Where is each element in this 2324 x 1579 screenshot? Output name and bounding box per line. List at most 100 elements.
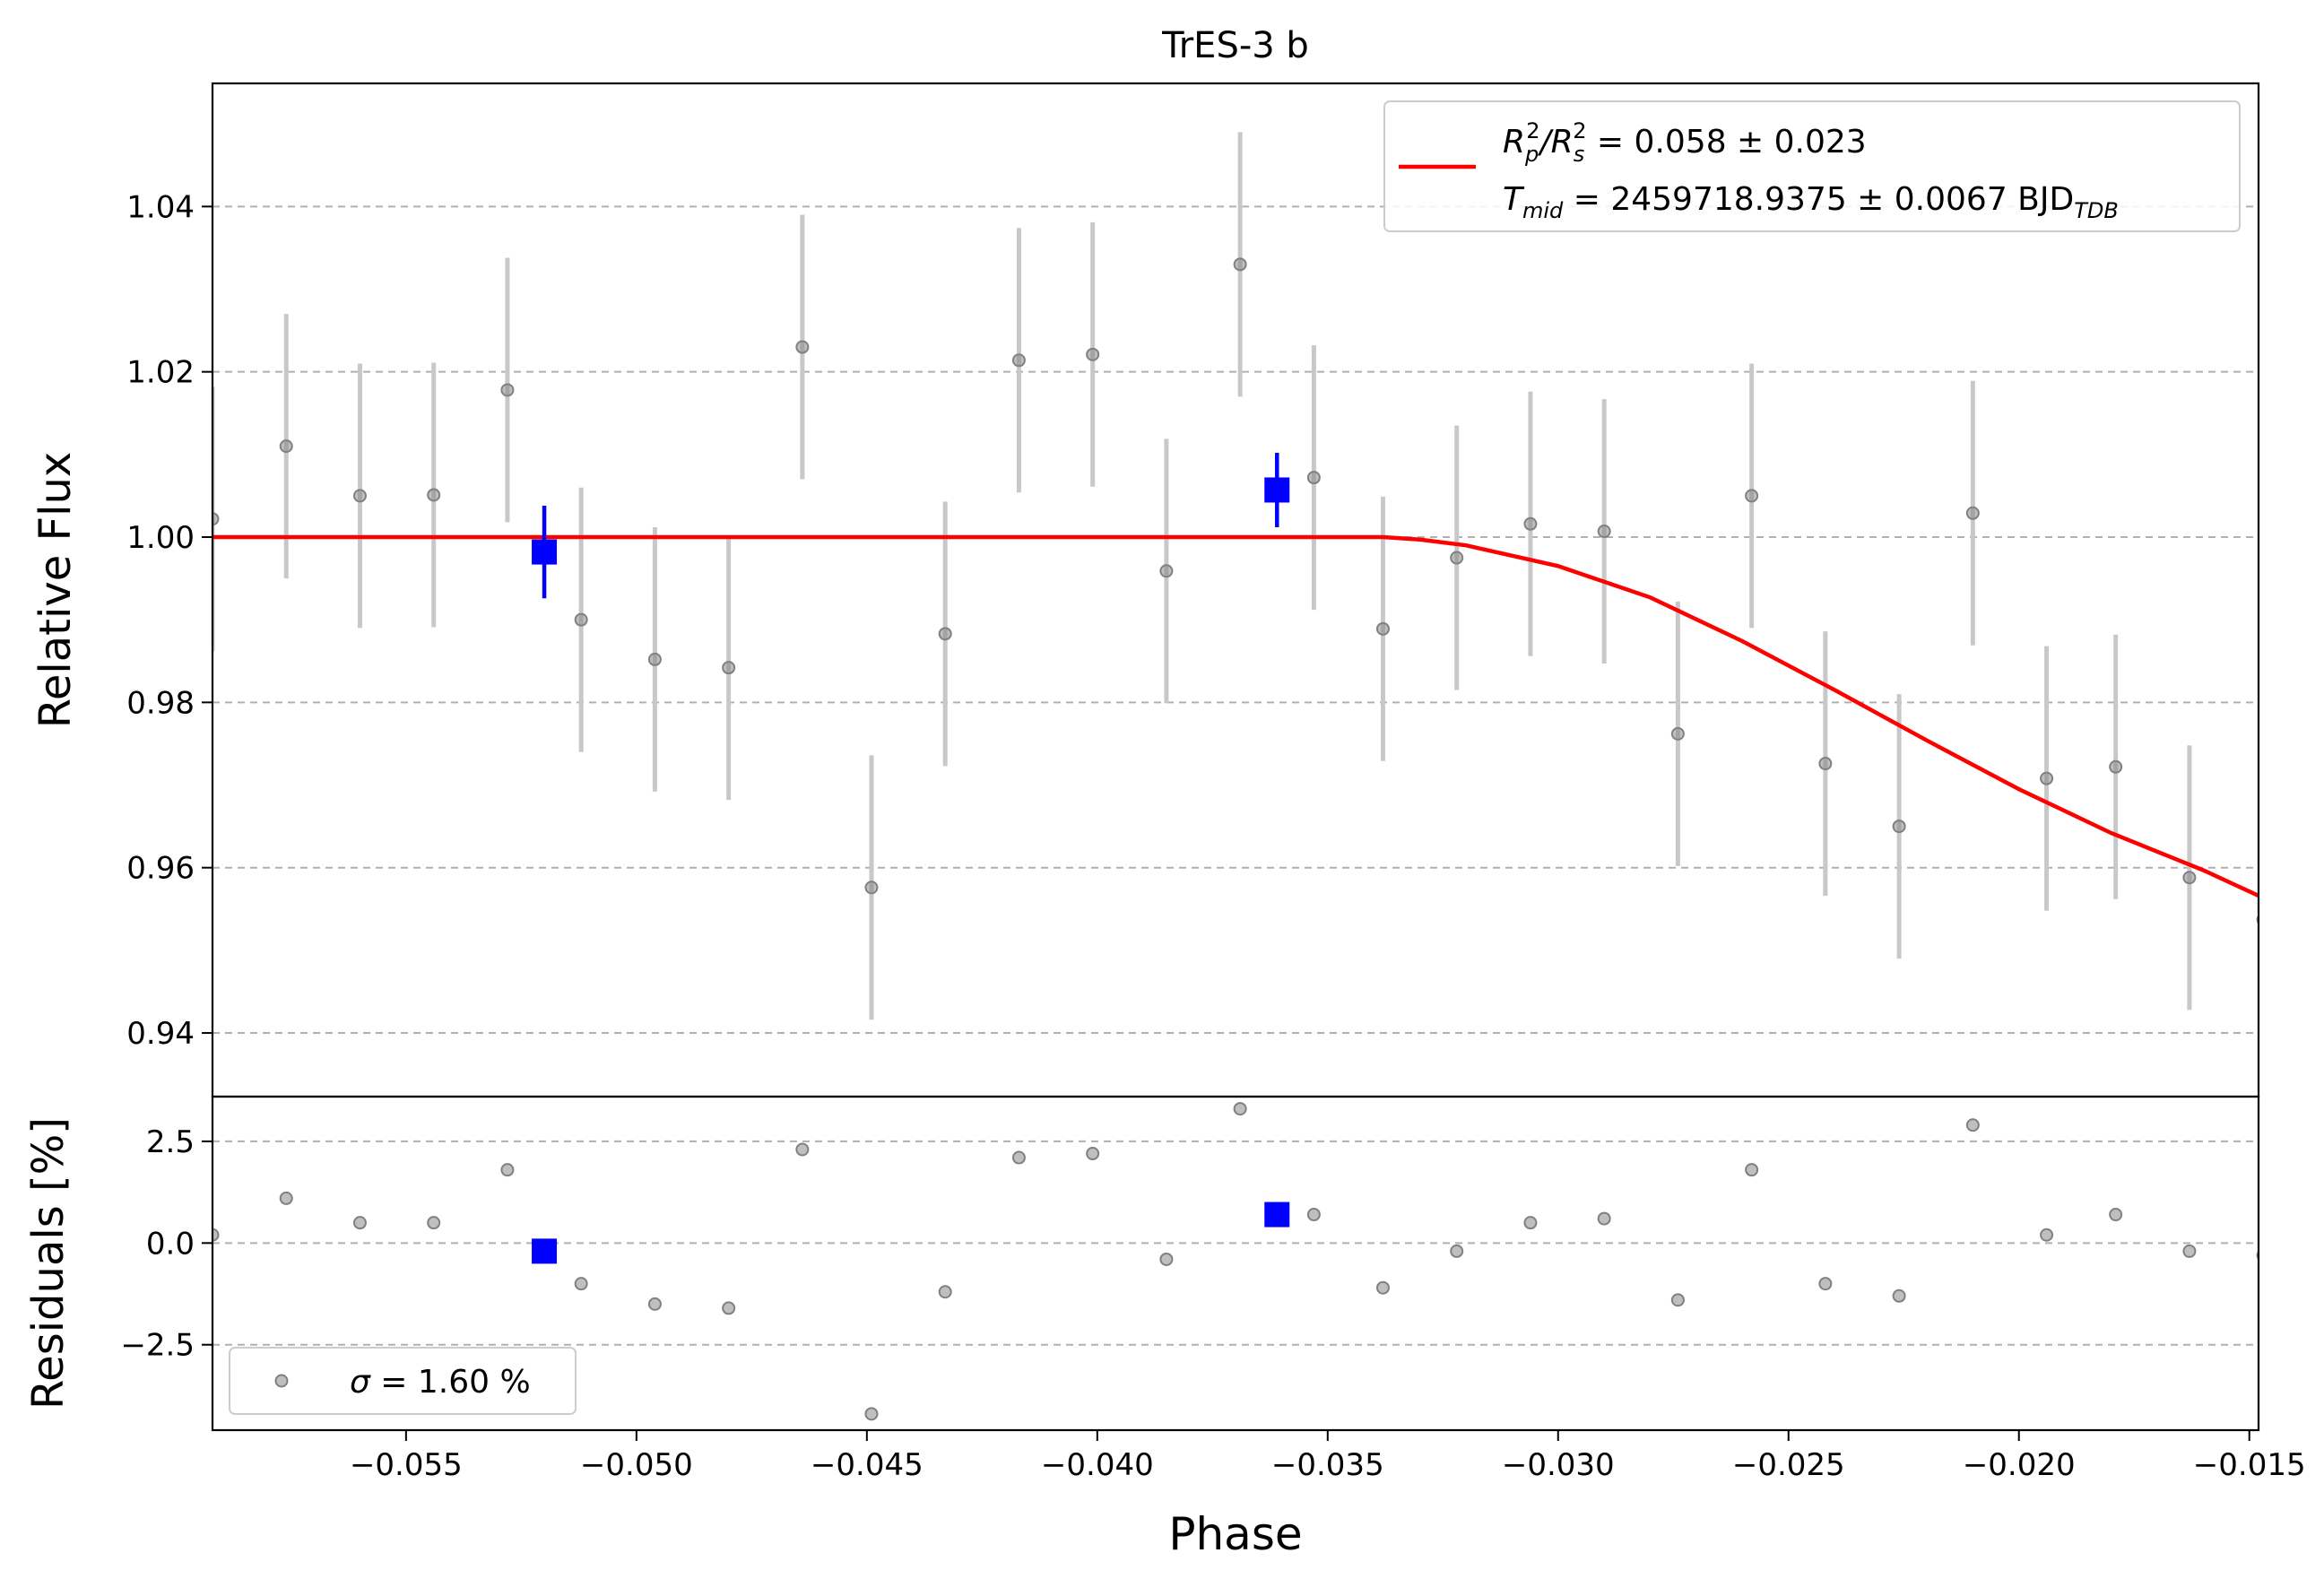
x-tick-label: −0.040: [1041, 1447, 1154, 1483]
bottom-y-tick-label: 0.0: [146, 1226, 195, 1262]
data-point: [722, 661, 736, 675]
data-point: [1818, 757, 1833, 771]
x-axis-ticks: −0.055 −0.050 −0.045 −0.040 −0.035 −0.030 −0.0…: [350, 1430, 2306, 1483]
residual-point: [500, 1163, 515, 1177]
data-point: [1597, 525, 1611, 539]
data-point: [1965, 506, 1980, 520]
residual-point: [427, 1216, 441, 1230]
legend-tmid: Tmid = 2459718.9375 ± 0.0067 BJDTDB: [1503, 181, 2119, 223]
binned-point: [1264, 477, 1290, 503]
bottom-legend-box: [229, 1347, 577, 1415]
data-point: [2182, 871, 2197, 885]
legend-sigma: σ = 1.60 %: [350, 1364, 531, 1401]
residual-point: [864, 1407, 879, 1421]
data-point: [1159, 564, 1174, 578]
x-tick-label: −0.025: [1732, 1447, 1845, 1483]
x-tick-label: −0.030: [1502, 1447, 1615, 1483]
bottom-y-tick-label: 2.5: [146, 1124, 195, 1160]
x-tick-label: −0.055: [350, 1447, 463, 1483]
top-panel: 0.94 0.96 0.98 1.00 1.02 1.04 Relative Flux R…: [30, 82, 2260, 1098]
residual-point: [795, 1142, 810, 1157]
residual-point: [279, 1191, 293, 1205]
data-point: [352, 489, 367, 503]
data-point: [212, 512, 220, 526]
data-point: [1450, 551, 1464, 565]
data-point: [1745, 489, 1759, 503]
residual-point: [1011, 1150, 1026, 1165]
bottom-legend-marker: [274, 1374, 289, 1388]
model-line: [212, 534, 2259, 898]
bottom-binned-points: [532, 1202, 1290, 1264]
top-y-tick-label: 1.02: [126, 355, 195, 391]
residual-point: [1450, 1244, 1464, 1258]
top-y-tick-label: 0.96: [126, 851, 195, 887]
residual-point: [1159, 1252, 1174, 1266]
data-point: [427, 488, 441, 502]
data-point: [1233, 257, 1247, 272]
residual-point: [1818, 1277, 1833, 1291]
residual-point: [1892, 1288, 1906, 1303]
residual-point: [1523, 1216, 1538, 1230]
binned-residual-point: [1264, 1202, 1290, 1228]
data-point: [938, 627, 952, 641]
residual-point: [647, 1297, 662, 1311]
top-data-points: [212, 257, 2259, 925]
residual-point: [352, 1216, 367, 1230]
residual-point: [2109, 1208, 2123, 1222]
x-tick-label: −0.020: [1963, 1447, 2076, 1483]
residual-point: [1965, 1118, 1980, 1132]
residual-point: [2182, 1244, 2197, 1258]
bottom-legend: σ = 1.60 %: [229, 1347, 577, 1415]
top-y-tick-label: 1.00: [126, 520, 195, 556]
top-grid: [212, 205, 2259, 1035]
data-point: [279, 439, 293, 454]
residual-point: [574, 1277, 588, 1291]
x-tick-label: −0.015: [2193, 1447, 2306, 1483]
binned-point: [532, 539, 558, 565]
data-point: [2040, 771, 2054, 785]
data-point: [1892, 820, 1906, 834]
top-y-tick-label: 0.94: [126, 1016, 195, 1052]
x-axis-label: Phase: [1168, 1508, 1302, 1560]
chart-title: TrES-3 b: [1161, 25, 1309, 66]
residual-point: [1670, 1293, 1685, 1307]
bottom-y-axis-label: Residuals [%]: [23, 1117, 74, 1410]
residual-point: [1745, 1163, 1759, 1177]
data-point: [1011, 353, 1026, 368]
bottom-data-points: [212, 1102, 2259, 1421]
data-point: [864, 881, 879, 895]
top-legend: Rp2/Rs2 = 0.058 ± 0.023 Tmid = 2459718.9…: [1383, 100, 2241, 232]
x-tick-label: −0.050: [580, 1447, 693, 1483]
data-point: [1086, 347, 1100, 361]
top-y-tick-label: 0.98: [126, 685, 195, 721]
legend-rp-rs: Rp2/Rs2 = 0.058 ± 0.023: [1503, 118, 1867, 167]
data-point: [574, 612, 588, 627]
data-point: [795, 340, 810, 354]
residual-point: [1306, 1208, 1321, 1222]
data-point: [500, 383, 515, 397]
data-point: [1375, 621, 1390, 636]
data-point: [2109, 759, 2123, 774]
data-point: [1523, 516, 1538, 531]
residual-point: [1233, 1102, 1247, 1116]
top-y-ticks: 0.94 0.96 0.98 1.00 1.02 1.04: [126, 189, 212, 1052]
residual-point: [1086, 1147, 1100, 1161]
top-y-axis-label: Relative Flux: [30, 452, 81, 729]
residual-point: [722, 1301, 736, 1315]
x-tick-label: −0.035: [1271, 1447, 1384, 1483]
bottom-y-ticks: −2.5 0.0 2.5: [120, 1124, 212, 1364]
residual-point: [212, 1228, 220, 1242]
top-y-tick-label: 1.04: [126, 189, 195, 225]
top-binned-points: [532, 452, 1290, 599]
data-point: [1670, 726, 1685, 741]
data-point: [1306, 471, 1321, 485]
residual-point: [1597, 1211, 1611, 1226]
bottom-grid: [212, 1140, 2259, 1346]
bottom-panel: −2.5 0.0 2.5 Residuals [%] σ = 1.60 %: [23, 1095, 2260, 1432]
x-tick-label: −0.045: [811, 1447, 924, 1483]
data-point: [647, 652, 662, 666]
residual-point: [2040, 1228, 2054, 1242]
top-legend-box: [1383, 100, 2241, 232]
binned-residual-point: [532, 1238, 558, 1264]
